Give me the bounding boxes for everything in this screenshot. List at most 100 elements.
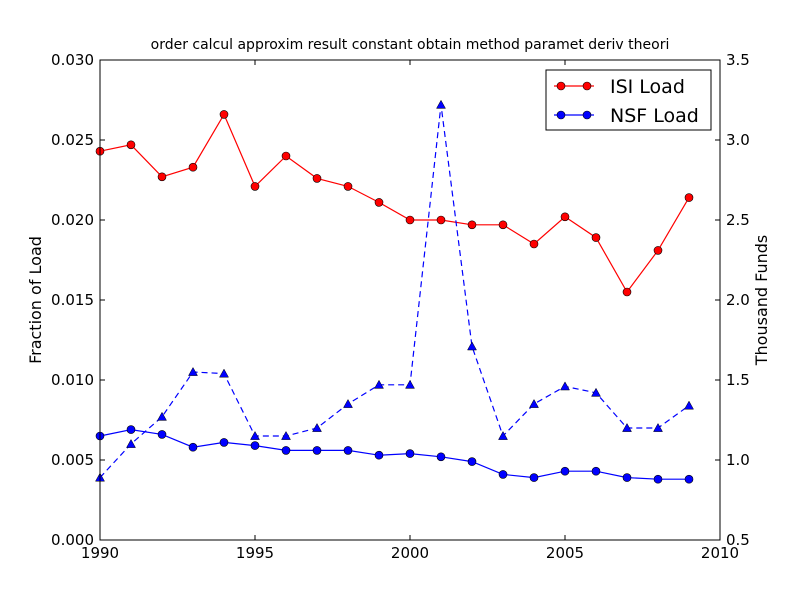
data-point bbox=[498, 470, 508, 479]
legend: ISI Load NSF Load bbox=[545, 69, 712, 131]
data-point bbox=[188, 162, 198, 172]
data-point bbox=[281, 446, 291, 455]
data-point bbox=[312, 422, 322, 432]
legend-box bbox=[545, 69, 712, 131]
left-tick-label: 0.030 bbox=[51, 51, 94, 69]
data-point bbox=[281, 151, 291, 161]
x-tick-label: 2010 bbox=[701, 544, 739, 562]
data-point bbox=[684, 400, 694, 410]
data-point bbox=[560, 466, 570, 476]
x-tick-label: 2000 bbox=[391, 544, 429, 562]
data-point bbox=[653, 422, 663, 432]
legend-label: ISI Load bbox=[610, 76, 685, 98]
legend-entry: NSF Load bbox=[554, 105, 699, 127]
data-point bbox=[529, 473, 539, 482]
data-point bbox=[405, 215, 415, 225]
data-point bbox=[653, 474, 663, 484]
data-point bbox=[622, 422, 632, 432]
legend-marker bbox=[582, 110, 592, 120]
data-point bbox=[126, 425, 136, 434]
data-point bbox=[157, 411, 167, 421]
data-point bbox=[312, 446, 322, 455]
left-tick-label: 0.005 bbox=[51, 451, 94, 469]
x-axis-ticks: 1990 1995 2000 2005 2010 bbox=[81, 60, 739, 562]
data-point bbox=[498, 220, 508, 230]
right-tick-label: 3.0 bbox=[726, 131, 750, 149]
right-tick-label: 2.0 bbox=[726, 291, 750, 309]
data-point bbox=[436, 99, 446, 109]
right-tick-label: 1.5 bbox=[726, 371, 750, 389]
left-axis-ticks: 0.000 0.005 0.010 0.015 0.020 0.025 0.030 bbox=[51, 51, 105, 549]
legend-marker bbox=[556, 81, 566, 91]
right-tick-label: 1.0 bbox=[726, 451, 750, 469]
left-tick-label: 0.020 bbox=[51, 211, 94, 229]
legend-marker bbox=[556, 110, 566, 120]
data-point bbox=[436, 452, 446, 462]
data-point bbox=[343, 446, 353, 455]
data-point bbox=[343, 398, 353, 408]
data-point bbox=[188, 366, 198, 376]
data-point bbox=[374, 379, 384, 389]
data-point bbox=[405, 379, 415, 389]
series-1 bbox=[95, 425, 694, 484]
data-point bbox=[684, 193, 694, 202]
series-line bbox=[99, 428, 689, 480]
series-2 bbox=[95, 99, 694, 482]
data-point bbox=[653, 246, 663, 255]
data-point bbox=[622, 287, 632, 297]
data-point bbox=[529, 239, 539, 249]
legend-entries: ISI Load NSF Load bbox=[554, 76, 699, 127]
left-tick-label: 0.010 bbox=[51, 371, 94, 389]
data-point bbox=[157, 172, 167, 182]
data-point bbox=[591, 233, 601, 242]
data-point bbox=[343, 182, 353, 191]
data-point bbox=[374, 198, 384, 207]
series-line bbox=[99, 113, 690, 294]
chart-title: order calcul approxim result constant ob… bbox=[151, 37, 670, 53]
chart-marks bbox=[95, 99, 694, 484]
x-tick-label: 1990 bbox=[81, 544, 119, 562]
data-point bbox=[126, 438, 136, 448]
legend-label: NSF Load bbox=[610, 105, 699, 127]
data-point bbox=[250, 441, 260, 450]
data-point bbox=[219, 110, 229, 119]
series-0 bbox=[95, 110, 694, 297]
right-tick-label: 2.5 bbox=[726, 211, 750, 229]
data-point bbox=[436, 215, 446, 225]
left-tick-label: 0.000 bbox=[51, 531, 94, 549]
x-tick-label: 2005 bbox=[546, 544, 584, 562]
x-tick-label: 1995 bbox=[236, 544, 274, 562]
right-axis-ticks: 0.5 1.0 1.5 2.0 2.5 3.0 3.5 bbox=[715, 51, 750, 549]
left-tick-label: 0.015 bbox=[51, 291, 94, 309]
data-point bbox=[281, 430, 291, 440]
data-point bbox=[188, 442, 198, 452]
data-point bbox=[529, 398, 539, 408]
data-point bbox=[591, 466, 601, 476]
data-point bbox=[498, 430, 508, 440]
plot-frame bbox=[99, 59, 721, 541]
right-axis-label: Thousand Funds bbox=[752, 235, 771, 366]
data-point bbox=[622, 473, 632, 482]
data-point bbox=[684, 474, 694, 484]
data-point bbox=[250, 430, 260, 440]
legend-entry: ISI Load bbox=[554, 76, 685, 98]
data-point bbox=[560, 381, 570, 391]
series-line bbox=[99, 104, 690, 479]
data-point bbox=[405, 449, 415, 458]
data-point bbox=[312, 174, 322, 183]
data-point bbox=[374, 450, 384, 460]
data-point bbox=[467, 220, 477, 230]
legend-marker bbox=[582, 81, 592, 91]
right-tick-label: 0.5 bbox=[726, 531, 750, 549]
data-point bbox=[219, 438, 229, 447]
data-point bbox=[250, 182, 260, 191]
right-tick-label: 3.5 bbox=[726, 51, 750, 69]
data-point bbox=[467, 457, 477, 466]
data-point bbox=[467, 341, 477, 351]
data-point bbox=[219, 368, 229, 378]
data-point bbox=[157, 430, 167, 439]
data-point bbox=[560, 212, 570, 222]
left-axis-label: Fraction of Load bbox=[26, 236, 45, 364]
data-point bbox=[126, 140, 136, 150]
